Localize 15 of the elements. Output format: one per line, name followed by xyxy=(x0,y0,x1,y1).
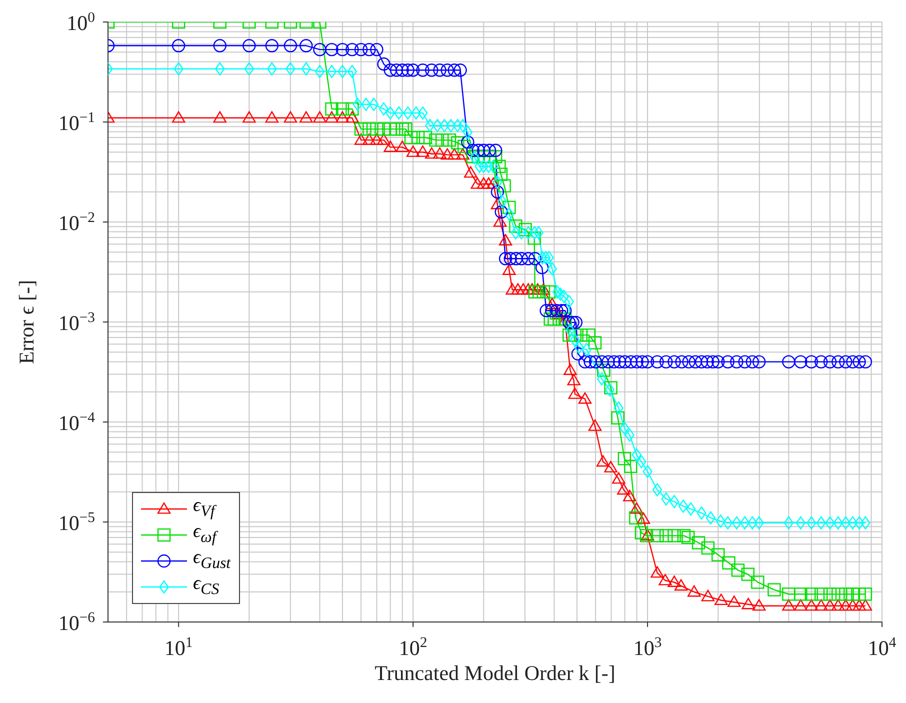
x-tick-label: 10$^{1}$ xyxy=(164,635,193,660)
x-tick-label: 10$^{3}$ xyxy=(633,635,662,660)
x-axis-title: Truncated Model Order k [-] xyxy=(374,661,616,685)
y-axis-title: Error ϵ [-] xyxy=(14,280,38,364)
y-tick-label: 10$^{−1}$ xyxy=(58,110,95,135)
y-tick-label: 10$^{−6}$ xyxy=(58,610,95,635)
y-tick-label: 10$^{−5}$ xyxy=(58,510,95,535)
x-tick-label: 10$^{4}$ xyxy=(868,635,897,660)
legend-label: ϵ$_{CS}$ xyxy=(193,573,220,600)
y-tick-label: 10$^{0}$ xyxy=(66,10,95,35)
x-tick-label: 10$^{2}$ xyxy=(398,635,428,660)
legend-label: ϵ$_{Gust}$ xyxy=(193,547,231,574)
y-tick-label: 10$^{−4}$ xyxy=(58,410,96,435)
y-tick-label: 10$^{−2}$ xyxy=(58,210,95,235)
y-tick-label: 10$^{−3}$ xyxy=(58,310,95,335)
